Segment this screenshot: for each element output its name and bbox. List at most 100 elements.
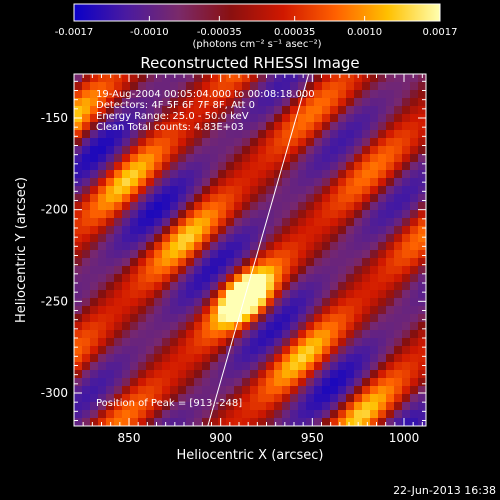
heatmap-cell [258,418,267,426]
heatmap-cell [314,98,323,107]
heatmap-cell [378,210,387,219]
heatmap-cell [82,98,91,107]
heatmap-cell [338,282,347,291]
heatmap-cell [418,170,426,179]
heatmap-cell [370,98,379,107]
heatmap-cell [282,290,291,299]
heatmap-cell [162,282,171,291]
heatmap-cell [322,378,331,387]
heatmap-cell [314,250,323,259]
heatmap-cell [362,146,371,155]
heatmap-cell [90,130,99,139]
heatmap-cell [162,122,171,131]
heatmap-cell [186,122,195,131]
colorbar-tick-label: 0.00035 [274,27,315,38]
heatmap-cell [338,74,347,83]
heatmap-cell [338,218,347,227]
heatmap-cell [282,138,291,147]
heatmap-cell [130,90,139,99]
heatmap-cell [418,330,426,339]
heatmap-cell [386,114,395,123]
heatmap-cell [74,378,83,387]
heatmap-cell [386,282,395,291]
heatmap-cell [306,274,315,283]
heatmap-cell [138,386,147,395]
heatmap-cell [394,330,403,339]
heatmap-cell [346,186,355,195]
heatmap-cell [322,122,331,131]
heatmap-cell [98,346,107,355]
heatmap-cell [274,330,283,339]
heatmap-cell [234,290,243,299]
heatmap-cell [170,322,179,331]
heatmap-cell [402,306,411,315]
heatmap-cell [274,154,283,163]
heatmap-cell [298,178,307,187]
heatmap-cell [298,314,307,323]
heatmap-cell [282,402,291,411]
heatmap-cell [258,258,267,267]
heatmap-cell [74,170,83,179]
heatmap-cell [410,418,419,426]
heatmap-cell [282,306,291,315]
heatmap-cell [370,258,379,267]
heatmap-cell [322,338,331,347]
heatmap-cell [354,194,363,203]
heatmap-cell [186,242,195,251]
heatmap-cell [354,202,363,211]
heatmap-cell [362,218,371,227]
heatmap-cell [322,186,331,195]
heatmap-cell [346,138,355,147]
heatmap-cell [258,378,267,387]
heatmap-cell [162,162,171,171]
heatmap-cell [402,274,411,283]
heatmap-cell [170,378,179,387]
heatmap-cell [178,354,187,363]
heatmap-cell [210,338,219,347]
heatmap-cell [162,266,171,275]
heatmap-cell [410,218,419,227]
heatmap-cell [178,90,187,99]
heatmap-cell [98,378,107,387]
heatmap-cell [266,170,275,179]
heatmap-cell [282,370,291,379]
heatmap-cell [138,202,147,211]
heatmap-cell [386,258,395,267]
heatmap-cell [362,274,371,283]
heatmap-cell [194,82,203,91]
heatmap-cell [122,186,131,195]
heatmap-cell [74,226,83,235]
heatmap-cell [418,138,426,147]
heatmap-cell [338,250,347,259]
heatmap-cell [346,410,355,419]
heatmap-cell [386,226,395,235]
heatmap-cell [154,386,163,395]
heatmap-cell [218,258,227,267]
heatmap-cell [122,362,131,371]
heatmap-cell [90,178,99,187]
heatmap-cell [186,162,195,171]
heatmap-cell [122,322,131,331]
heatmap-cell [178,410,187,419]
heatmap-cell [202,394,211,403]
heatmap-cell [122,146,131,155]
heatmap-cell [330,138,339,147]
heatmap-cell [218,362,227,371]
heatmap-cell [90,322,99,331]
heatmap-cell [282,362,291,371]
heatmap-cell [154,418,163,426]
heatmap-cell [250,106,259,115]
heatmap-cell [282,282,291,291]
heatmap-cell [290,186,299,195]
heatmap-cell [290,266,299,275]
heatmap-cell [154,114,163,123]
heatmap-cell [178,362,187,371]
heatmap-cell [354,242,363,251]
heatmap-cell [274,354,283,363]
heatmap-cell [250,82,259,91]
heatmap-cell [362,410,371,419]
heatmap-cell [298,346,307,355]
heatmap-cell [266,362,275,371]
heatmap-cell [250,154,259,163]
heatmap-cell [306,170,315,179]
